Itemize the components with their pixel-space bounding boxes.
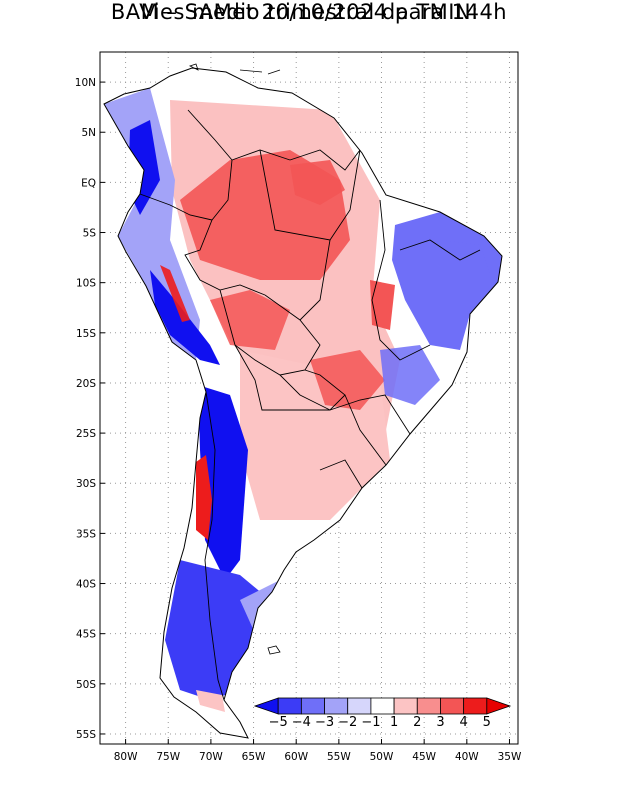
colorbar-bin bbox=[486, 697, 512, 715]
tierra-del-fuego-warm bbox=[196, 690, 225, 712]
x-tick-label: 75W bbox=[156, 751, 180, 763]
colorbar-label: 2 bbox=[413, 715, 421, 730]
colorbar-label: −1 bbox=[361, 715, 380, 730]
chart-title-line2: BAM – SAMet 20/10/2024 para 144h bbox=[110, 0, 508, 24]
continent-outline bbox=[103, 67, 503, 739]
andes-cold-chile bbox=[198, 385, 248, 580]
central-warm-core bbox=[210, 290, 290, 350]
falkland-islands bbox=[267, 645, 281, 655]
y-tick-label: 25S bbox=[76, 428, 96, 440]
y-tick-label: 30S bbox=[76, 478, 96, 490]
y-tick-label: 35S bbox=[76, 528, 96, 540]
colorbar-label: −4 bbox=[292, 715, 311, 730]
plot-frame bbox=[99, 51, 519, 745]
y-tick-label: 40S bbox=[76, 579, 96, 591]
x-tick-label: 50W bbox=[370, 751, 394, 763]
border-brazil-states-5 bbox=[329, 394, 411, 435]
axis-ticks: 10N 5N EQ 5S 10S 15S 20S 25S 30S 35S 40S 45S 50S 55S 8… bbox=[75, 77, 522, 763]
colorbar-label: 3 bbox=[436, 715, 444, 730]
colorbar-bin bbox=[347, 697, 372, 715]
colorbar-bin bbox=[324, 697, 349, 715]
southeast-cold bbox=[380, 345, 440, 405]
border-brazil-states-2 bbox=[299, 239, 331, 321]
y-tick-label: 50S bbox=[76, 679, 96, 691]
border-brazil-states-3 bbox=[371, 199, 431, 361]
north-warm-core-2 bbox=[290, 160, 345, 205]
chart-title-line1: Vies medio trimestral da TMIN: bbox=[139, 0, 479, 24]
border-peru-brazil bbox=[184, 219, 266, 296]
border-brazil-states-4 bbox=[399, 239, 481, 261]
colorbar-bin bbox=[440, 697, 465, 715]
country-borders bbox=[139, 109, 481, 701]
border-uruguay bbox=[319, 459, 363, 489]
x-tick-label: 35W bbox=[498, 751, 522, 763]
colorbar-bin bbox=[300, 697, 325, 715]
bolivia-warm bbox=[310, 350, 385, 410]
bias-field bbox=[104, 88, 502, 712]
y-tick-label: 20S bbox=[76, 378, 96, 390]
colorbar-bin bbox=[393, 697, 418, 715]
colorbar: −5 −4 −3 −2 −1 1 2 3 4 5 bbox=[253, 697, 512, 730]
colorbar-bin bbox=[370, 697, 395, 715]
x-tick-label: 55W bbox=[327, 751, 351, 763]
y-tick-label: 10N bbox=[75, 77, 96, 89]
colorbar-label: −2 bbox=[338, 715, 357, 730]
east-warm-strip bbox=[370, 280, 395, 330]
colorbar-bin bbox=[416, 697, 441, 715]
y-tick-label: 10S bbox=[76, 278, 96, 290]
peru-warm-strip bbox=[160, 265, 190, 322]
chile-warm-strip bbox=[196, 455, 212, 540]
colorbar-bin bbox=[277, 697, 302, 715]
colorbar-label: 5 bbox=[483, 715, 491, 730]
y-tick-label: EQ bbox=[81, 177, 96, 189]
x-tick-label: 70W bbox=[199, 751, 223, 763]
colorbar-label: 4 bbox=[459, 715, 467, 730]
border-bolivia bbox=[219, 289, 321, 376]
colorbar-label: 1 bbox=[390, 715, 398, 730]
border-argentina-north bbox=[234, 344, 330, 411]
colorbar-label: −5 bbox=[269, 715, 288, 730]
y-tick-label: 15S bbox=[76, 328, 96, 340]
y-tick-label: 55S bbox=[76, 729, 96, 741]
x-tick-label: 40W bbox=[455, 751, 479, 763]
x-tick-label: 45W bbox=[412, 751, 436, 763]
x-tick-label: 60W bbox=[284, 751, 308, 763]
caribbean-islands bbox=[188, 63, 281, 75]
y-tick-label: 5N bbox=[81, 127, 96, 139]
colorbar-label: −3 bbox=[315, 715, 334, 730]
border-paraguay bbox=[279, 369, 346, 411]
border-brazil-north bbox=[289, 149, 361, 171]
northeast-cold-core bbox=[440, 240, 490, 290]
border-ecuador bbox=[139, 193, 213, 221]
islands bbox=[188, 63, 281, 655]
y-tick-label: 45S bbox=[76, 629, 96, 641]
colorbar-bin bbox=[463, 697, 488, 715]
border-chile-argentina bbox=[204, 391, 225, 701]
x-tick-label: 80W bbox=[114, 751, 138, 763]
border-brazil-states-6 bbox=[344, 394, 387, 466]
x-tick-label: 65W bbox=[242, 751, 266, 763]
border-colombia-brazil bbox=[211, 159, 233, 221]
y-tick-label: 5S bbox=[83, 228, 97, 240]
